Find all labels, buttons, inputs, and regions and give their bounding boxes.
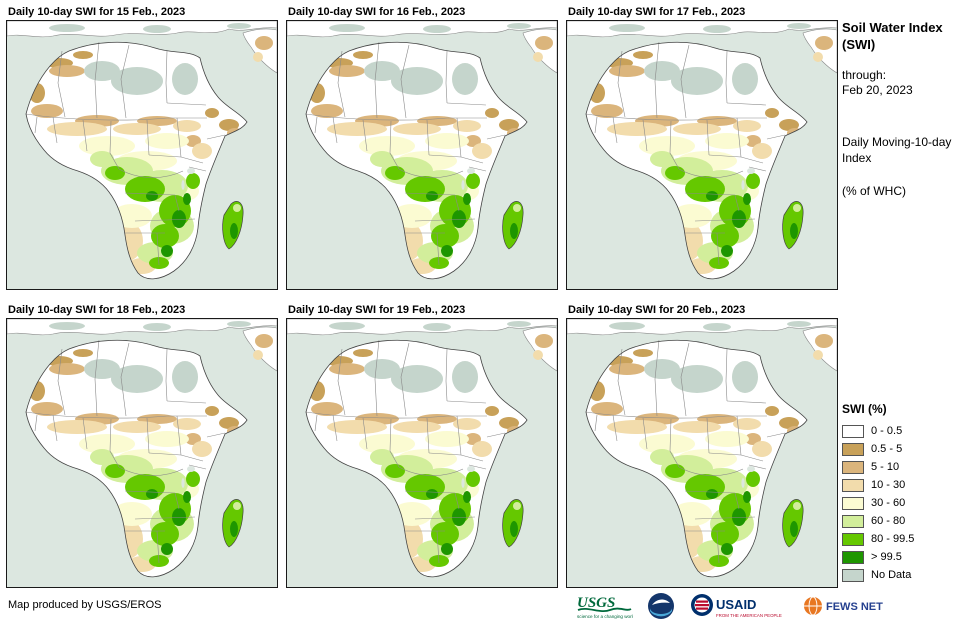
africa-map-image — [7, 21, 277, 289]
africa-swi-map — [6, 318, 278, 588]
legend-row: 0.5 - 5 — [842, 440, 962, 458]
africa-swi-map — [566, 318, 838, 588]
africa-map-image — [287, 319, 557, 587]
whc-note: (% of WHC) — [842, 184, 906, 199]
svg-text:FROM THE AMERICAN PEOPLE: FROM THE AMERICAN PEOPLE — [716, 613, 782, 618]
legend-swatch — [842, 514, 864, 528]
africa-swi-map — [286, 20, 558, 290]
through-block: through: Feb 20, 2023 — [842, 68, 960, 99]
legend-row: 60 - 80 — [842, 512, 962, 530]
logo-strip: USGS science for a changing world USAID … — [575, 590, 885, 622]
fewsnet-logo: FEWS NET — [803, 593, 885, 619]
svg-text:science for a changing world: science for a changing world — [577, 614, 633, 619]
index-description: Daily Moving-10-day Index — [842, 134, 952, 165]
legend-swatch — [842, 424, 864, 438]
map-panel: Daily 10-day SWI for 19 Feb., 2023 — [286, 302, 558, 588]
legend-row: 80 - 99.5 — [842, 530, 962, 548]
legend-swatch — [842, 442, 864, 456]
legend-label: 10 - 30 — [871, 479, 906, 491]
swi-legend: SWI (%) 0 - 0.5 0.5 - 5 5 - 10 10 - 30 3… — [842, 402, 962, 584]
legend-label: 0 - 0.5 — [871, 425, 903, 437]
legend-label: 5 - 10 — [871, 461, 900, 473]
sidebar-heading: Soil Water Index (SWI) — [842, 20, 943, 52]
africa-map-image — [567, 319, 837, 587]
legend-swatch — [842, 496, 864, 510]
legend-swatch — [842, 568, 864, 582]
map-title: Daily 10-day SWI for 19 Feb., 2023 — [288, 304, 466, 316]
map-panel: Daily 10-day SWI for 17 Feb., 2023 — [566, 4, 838, 290]
map-title: Daily 10-day SWI for 17 Feb., 2023 — [568, 6, 746, 18]
legend-swatch — [842, 460, 864, 474]
africa-map-image — [567, 21, 837, 289]
legend-swatch — [842, 532, 864, 546]
svg-text:USAID: USAID — [716, 597, 756, 612]
usgs-logo: USGS science for a changing world — [575, 591, 633, 621]
map-grid: Daily 10-day SWI for 15 Feb., 2023 Daily… — [6, 4, 838, 588]
noaa-logo — [647, 592, 675, 620]
map-panel: Daily 10-day SWI for 16 Feb., 2023 — [286, 4, 558, 290]
africa-map-image — [287, 21, 557, 289]
svg-text:USGS: USGS — [577, 595, 615, 611]
legend-label: 0.5 - 5 — [871, 443, 903, 455]
through-label: through: — [842, 67, 887, 82]
map-title: Daily 10-day SWI for 18 Feb., 2023 — [8, 304, 186, 316]
map-credit: Map produced by USGS/EROS — [8, 599, 162, 611]
legend-row: > 99.5 — [842, 548, 962, 566]
legend-label: 80 - 99.5 — [871, 533, 915, 545]
legend-row: 5 - 10 — [842, 458, 962, 476]
map-panel: Daily 10-day SWI for 20 Feb., 2023 — [566, 302, 838, 588]
legend-row: No Data — [842, 566, 962, 584]
africa-swi-map — [286, 318, 558, 588]
usaid-logo: USAID FROM THE AMERICAN PEOPLE — [689, 591, 789, 621]
legend-row: 10 - 30 — [842, 476, 962, 494]
info-sidebar: Soil Water Index (SWI) through: Feb 20, … — [842, 20, 960, 198]
legend-title: SWI (%) — [842, 402, 887, 416]
map-title: Daily 10-day SWI for 20 Feb., 2023 — [568, 304, 746, 316]
legend-label: No Data — [871, 569, 912, 581]
legend-row: 30 - 60 — [842, 494, 962, 512]
legend-swatch — [842, 550, 864, 564]
map-title: Daily 10-day SWI for 16 Feb., 2023 — [288, 6, 466, 18]
legend-label: 60 - 80 — [871, 515, 906, 527]
africa-map-image — [7, 319, 277, 587]
legend-label: 30 - 60 — [871, 497, 906, 509]
map-panel: Daily 10-day SWI for 15 Feb., 2023 — [6, 4, 278, 290]
through-date: Feb 20, 2023 — [842, 83, 913, 98]
africa-swi-map — [566, 20, 838, 290]
map-title: Daily 10-day SWI for 15 Feb., 2023 — [8, 6, 186, 18]
map-panel: Daily 10-day SWI for 18 Feb., 2023 — [6, 302, 278, 588]
legend-label: > 99.5 — [871, 551, 902, 563]
legend-swatch — [842, 478, 864, 492]
africa-swi-map — [6, 20, 278, 290]
svg-text:FEWS NET: FEWS NET — [826, 601, 883, 613]
legend-row: 0 - 0.5 — [842, 422, 962, 440]
